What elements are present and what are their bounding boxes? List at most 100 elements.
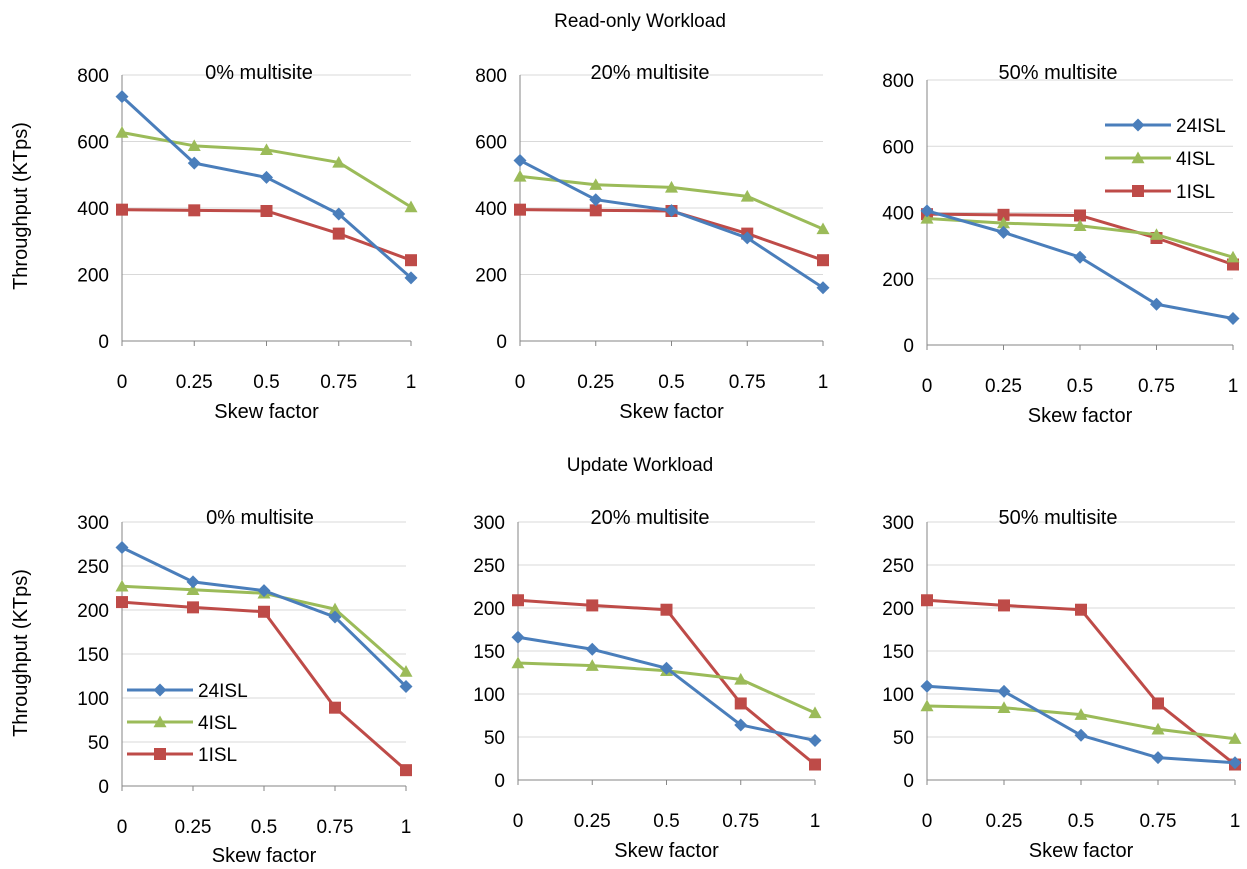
y-tick-label: 100 — [77, 689, 109, 710]
data-point-24isl — [115, 90, 129, 104]
data-point-24isl — [920, 679, 934, 693]
legend-marker — [1132, 185, 1144, 197]
chart-panel-0: 0 200 400 600 800 0 0.25 0.5 0.75 1 0% multisite Sk… — [77, 62, 418, 423]
y-tick-label: 300 — [882, 513, 914, 534]
data-point-1isl — [258, 605, 270, 618]
data-point-4isl — [511, 656, 525, 669]
data-point-1isl — [817, 254, 829, 267]
data-point-24isl — [997, 225, 1010, 239]
y-axis-label-read-only: Throughput (KTps) — [10, 122, 32, 290]
read-only-section-title: Read-only Workload — [554, 11, 726, 32]
data-point-24isl — [257, 584, 271, 598]
data-point-4isl — [734, 672, 748, 685]
legend-label: 1ISL — [198, 745, 237, 766]
y-tick-label: 300 — [473, 513, 505, 534]
x-tick-label: 0.75 — [320, 372, 357, 393]
y-tick-label: 250 — [473, 556, 505, 577]
y-tick-label: 100 — [473, 685, 505, 706]
data-point-24isl — [665, 204, 678, 218]
data-point-1isl — [1074, 209, 1086, 222]
y-tick-label: 0 — [903, 771, 914, 792]
data-point-1isl — [329, 701, 341, 714]
series-line-1isl — [517, 598, 816, 766]
x-axis-label: Skew factor — [619, 401, 724, 423]
y-tick-label: 400 — [77, 199, 109, 220]
data-point-4isl — [997, 216, 1010, 229]
y-tick-label: 200 — [475, 266, 507, 287]
y-tick-label: 250 — [882, 556, 914, 577]
x-tick-label: 0.25 — [577, 372, 614, 393]
data-point-4isl — [740, 189, 754, 202]
y-tick-label: 0 — [496, 332, 507, 353]
data-point-4isl — [920, 699, 934, 712]
data-point-4isl — [187, 139, 201, 152]
data-point-24isl — [920, 204, 934, 218]
y-tick-label: 300 — [77, 513, 109, 534]
x-tick-label: 0 — [117, 817, 128, 838]
chart-panel-2: 0 200 400 600 800 0 0.25 0.5 0.75 1 50% multisite S… — [882, 62, 1240, 427]
data-point-1isl — [1075, 603, 1087, 616]
series-line-24isl — [517, 635, 816, 742]
data-point-24isl — [1226, 312, 1240, 325]
data-point-1isl — [589, 204, 602, 217]
x-axis-label: Skew factor — [614, 840, 719, 862]
x-axis-label: Skew factor — [1028, 405, 1133, 427]
panel-title: 0% multisite — [206, 507, 314, 529]
data-point-24isl — [187, 156, 201, 170]
legend-label: 1ISL — [1176, 182, 1215, 203]
y-tick-label: 400 — [475, 199, 507, 220]
x-tick-label: 0.25 — [986, 811, 1023, 832]
y-tick-label: 0 — [98, 332, 109, 353]
data-point-1isl — [660, 603, 673, 616]
x-tick-label: 0.5 — [653, 811, 679, 832]
data-point-24isl — [1151, 751, 1165, 765]
chart-panel-1: 0 200 400 600 800 0 0.25 0.5 0.75 1 20% multisite S… — [475, 62, 830, 423]
y-tick-label: 800 — [77, 66, 109, 87]
data-point-24isl — [511, 630, 525, 644]
x-tick-label: 0.25 — [175, 817, 212, 838]
series-line-1isl — [121, 600, 407, 772]
data-point-1isl — [116, 596, 128, 609]
y-tick-label: 150 — [473, 642, 505, 663]
series-line-24isl — [926, 684, 1236, 765]
data-point-1isl — [1152, 697, 1164, 710]
x-tick-label: 0.75 — [1138, 376, 1175, 397]
data-point-1isl — [188, 204, 201, 217]
data-point-1isl — [405, 254, 417, 267]
data-point-24isl — [1073, 250, 1087, 264]
data-point-1isl — [260, 204, 273, 217]
data-point-1isl — [116, 203, 128, 216]
y-tick-label: 200 — [473, 599, 505, 620]
data-point-24isl — [1228, 756, 1242, 770]
legend-label: 4ISL — [198, 713, 237, 734]
panel-title: 50% multisite — [999, 62, 1118, 84]
panel-title: 0% multisite — [205, 62, 313, 84]
data-point-24isl — [1150, 297, 1163, 311]
x-tick-label: 0 — [513, 811, 524, 832]
legend: 24ISL 4ISL 1ISL — [1105, 116, 1226, 203]
y-tick-label: 150 — [77, 645, 109, 666]
data-point-1isl — [586, 599, 599, 612]
y-tick-label: 0 — [98, 777, 109, 798]
chart-panel-4: 0 50 100 150 200 250 300 0 0.25 0.5 0.75 1 20% multi… — [473, 507, 822, 862]
x-tick-label: 0 — [117, 372, 128, 393]
data-point-24isl — [734, 718, 748, 732]
legend-marker — [153, 683, 167, 697]
data-point-4isl — [1151, 722, 1165, 735]
chart-panel-5: 0 50 100 150 200 250 300 0 0.25 0.5 0.75 1 50% multi… — [882, 507, 1242, 862]
data-point-4isl — [404, 200, 418, 213]
x-tick-label: 0 — [922, 376, 933, 397]
y-axis-label-update: Throughput (KTps) — [10, 569, 32, 737]
y-tick-label: 50 — [88, 733, 109, 754]
legend-marker — [154, 748, 166, 760]
series-line-4isl — [121, 584, 407, 673]
y-tick-label: 100 — [882, 685, 914, 706]
data-point-4isl — [1226, 250, 1240, 263]
x-tick-label: 1 — [810, 811, 821, 832]
series-line-1isl — [519, 208, 824, 262]
y-tick-label: 50 — [484, 728, 505, 749]
x-tick-label: 0.75 — [317, 817, 354, 838]
data-point-4isl — [1228, 732, 1242, 744]
data-point-1isl — [734, 697, 747, 710]
